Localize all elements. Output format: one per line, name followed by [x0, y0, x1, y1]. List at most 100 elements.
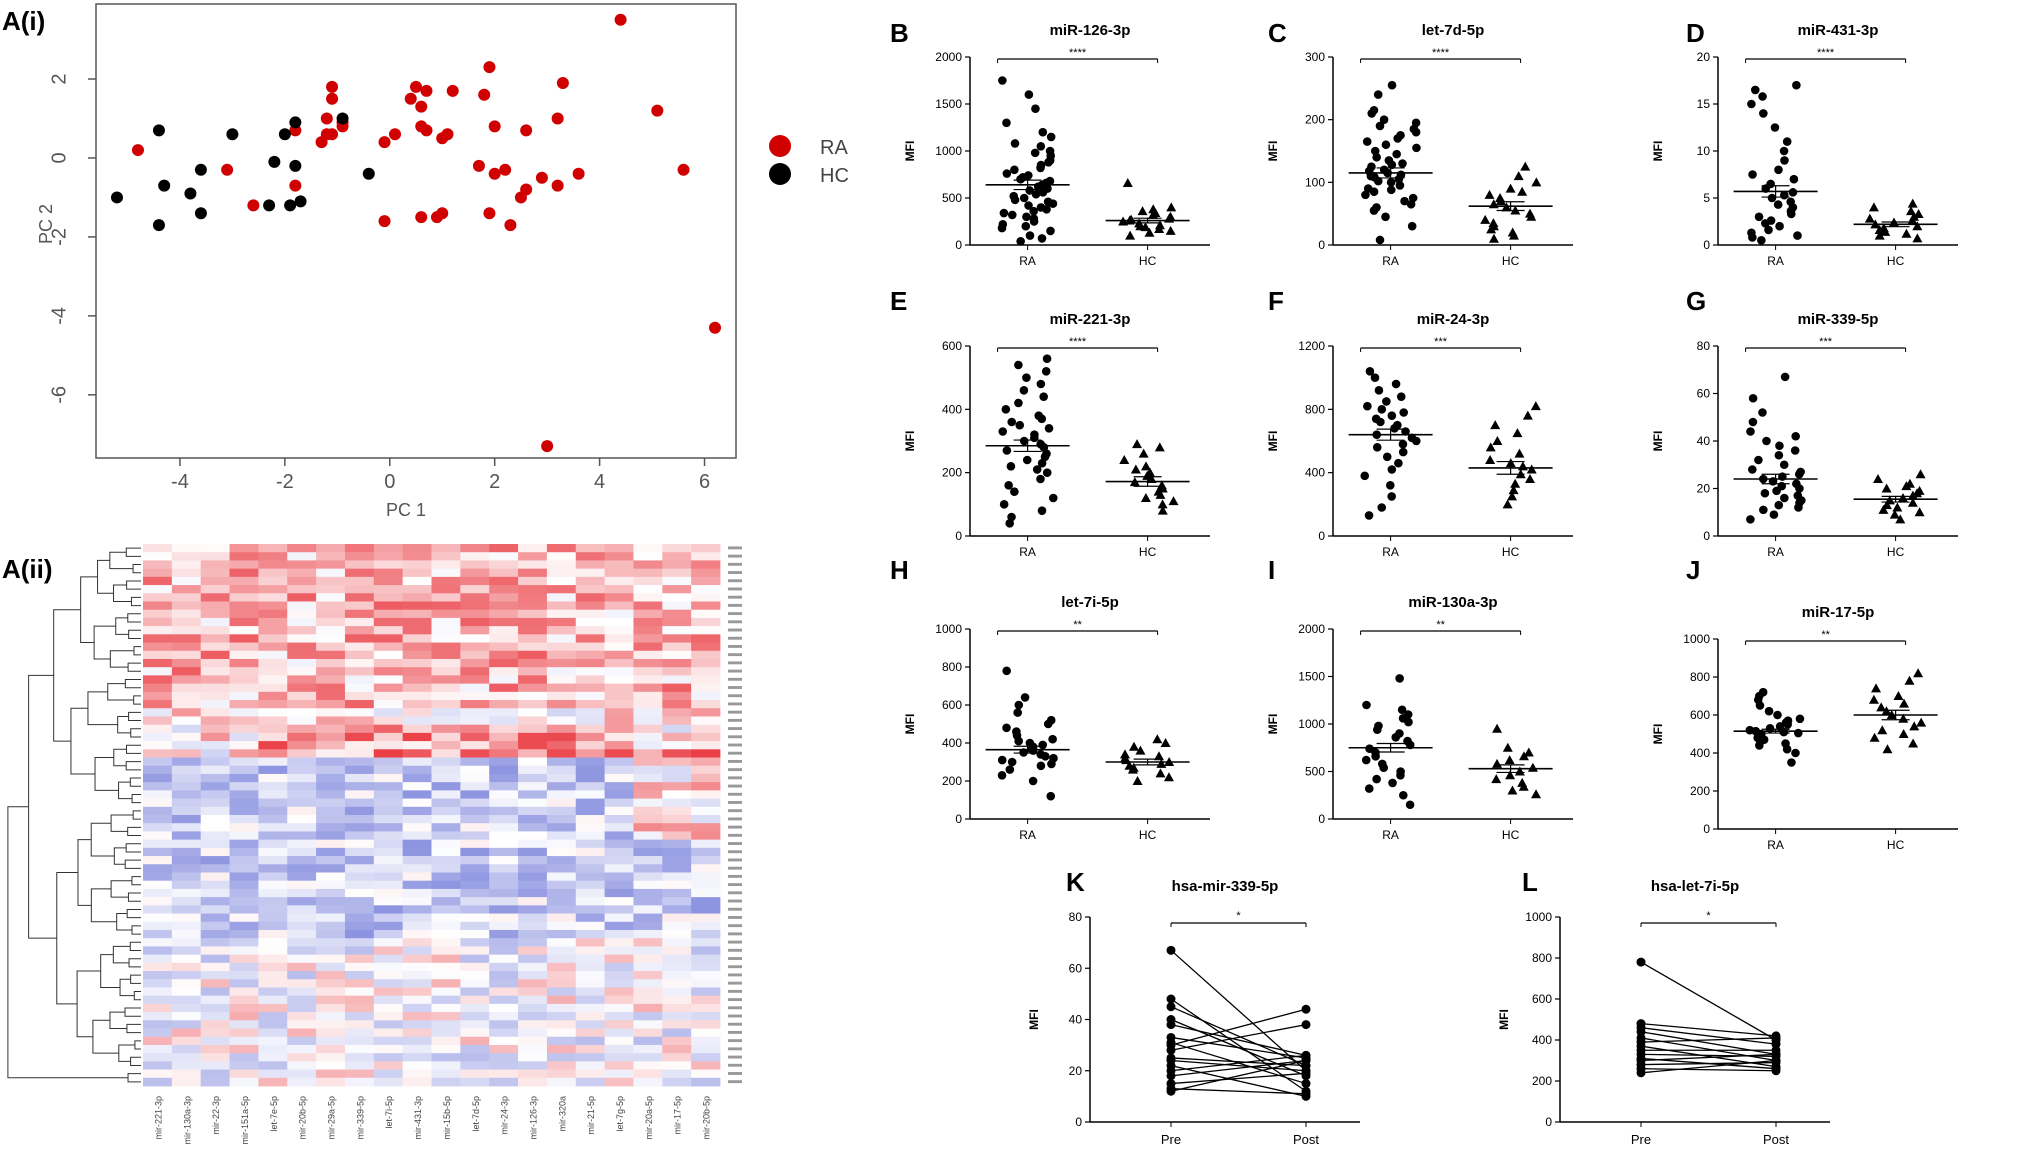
heatmap-cell: [518, 683, 548, 693]
heatmap-cell: [316, 839, 346, 849]
heatmap-cell: [575, 560, 605, 570]
paired-line: [1170, 1008, 1307, 1046]
heatmap-cell: [518, 634, 548, 643]
heatmap-cell: [460, 815, 490, 824]
heatmap-cell: [200, 847, 230, 857]
heatmap-cell: [258, 560, 288, 570]
heatmap-cell: [402, 798, 432, 808]
heatmap-cell: [662, 749, 692, 758]
heatmap-cell: [460, 1053, 490, 1062]
heatmap-cell: [287, 601, 317, 611]
dendrogram-branch: [116, 913, 132, 931]
dendrogram-branch: [124, 679, 141, 689]
y-tick-label: 400: [1690, 746, 1710, 760]
heatmap-cell: [431, 700, 461, 709]
pca-point-ra: [420, 84, 433, 97]
heatmap-cell: [143, 658, 173, 668]
heatmap-cell: [143, 683, 173, 693]
heatmap-cell: [604, 987, 634, 997]
heatmap-cell: [604, 872, 634, 882]
heatmap-column-label: mir-24-3p: [500, 1096, 510, 1135]
heatmap-cell: [691, 593, 721, 602]
heatmap-cell: [200, 954, 230, 964]
heatmap-cell: [604, 782, 634, 791]
data-point-ra: [1403, 710, 1413, 719]
heatmap-cell: [258, 1069, 288, 1079]
heatmap-cell: [489, 971, 519, 980]
heatmap-cell: [316, 1028, 346, 1038]
data-point-hc: [1899, 698, 1910, 708]
data-point-hc: [1517, 777, 1528, 787]
heatmap-cell: [258, 585, 288, 594]
heatmap-cell: [691, 732, 721, 742]
heatmap-cell: [633, 626, 663, 635]
heatmap-cell: [604, 823, 634, 832]
heatmap-cell: [575, 913, 605, 923]
heatmap-cell: [143, 905, 173, 914]
heatmap-cell: [316, 1069, 346, 1079]
heatmap-cell: [200, 921, 230, 931]
heatmap-cell: [691, 1069, 721, 1079]
heatmap-cell: [143, 1044, 173, 1054]
heatmap-cell: [316, 691, 346, 701]
pca-x-axis-label: PC 1: [386, 500, 426, 520]
heatmap-cell: [287, 815, 317, 824]
heatmap-cell: [518, 798, 548, 808]
heatmap-cell: [633, 946, 663, 956]
heatmap-cell: [402, 585, 432, 594]
heatmap-cell: [518, 864, 548, 873]
data-point-ra: [1005, 765, 1015, 774]
pca-point-ra: [415, 100, 428, 113]
heatmap-cell: [518, 971, 548, 980]
heatmap-cell: [373, 1077, 404, 1087]
data-point-ra: [1392, 149, 1401, 159]
pca-point-ra: [541, 440, 554, 453]
data-point-hc: [1505, 770, 1516, 780]
data-point-ra: [1758, 687, 1768, 697]
heatmap-cell: [575, 798, 605, 808]
heatmap-cell: [604, 995, 634, 1005]
heatmap-cell: [402, 716, 432, 726]
data-point-ra: [1037, 506, 1047, 515]
heatmap-cell: [402, 757, 432, 767]
heatmap-cell: [662, 897, 692, 906]
heatmap-cell: [546, 839, 577, 849]
heatmap-cell: [200, 675, 230, 685]
pca-point-hc: [194, 163, 207, 176]
panel-label-a-i: A(i): [2, 6, 46, 36]
heatmap-cell: [431, 1077, 461, 1087]
heatmap-cell: [662, 847, 692, 857]
heatmap-cell: [316, 741, 346, 750]
heatmap-cell: [143, 675, 173, 685]
heatmap-cell: [575, 872, 605, 882]
heatmap-cell: [518, 1012, 548, 1021]
data-point-ra: [1361, 755, 1371, 765]
heatmap-cell: [691, 839, 721, 849]
heatmap-row-label: [728, 1063, 742, 1067]
heatmap-cell: [402, 1028, 432, 1038]
heatmap-cell: [402, 856, 432, 865]
heatmap-cell: [171, 872, 202, 882]
heatmap-cell: [604, 847, 634, 857]
heatmap-cell: [489, 552, 519, 561]
heatmap-cell: [344, 1061, 375, 1070]
heatmap-cell: [546, 724, 577, 734]
data-point-hc: [1912, 233, 1923, 243]
heatmap-cell: [200, 1061, 230, 1070]
heatmap-column-label: mir-320a: [557, 1096, 567, 1132]
heatmap-cell: [460, 617, 490, 627]
y-tick-label: 80: [1069, 910, 1083, 924]
heatmap-column-label: mir-151a-5p: [240, 1096, 250, 1145]
heatmap-cell: [171, 609, 202, 619]
heatmap-cell: [229, 971, 259, 980]
pca-point-hc: [278, 128, 291, 141]
heatmap-cell: [604, 946, 634, 956]
panel-label-k: K: [1066, 867, 1085, 897]
data-point-ra: [1792, 479, 1801, 489]
heatmap-cell: [171, 880, 202, 890]
heatmap-cell: [200, 782, 230, 791]
heatmap-row-label: [728, 759, 742, 763]
heatmap-cell: [344, 897, 375, 906]
data-point-post: [1301, 1079, 1311, 1089]
heatmap-cell: [489, 765, 519, 775]
